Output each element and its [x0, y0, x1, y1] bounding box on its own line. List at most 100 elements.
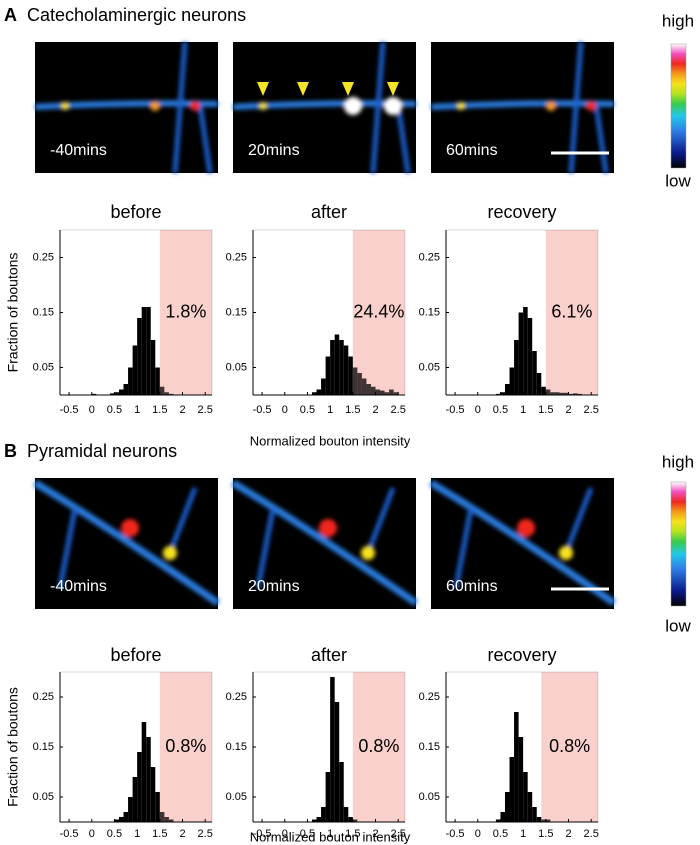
colorbar-low: low: [665, 616, 691, 635]
dendrite-path: [57, 507, 78, 589]
y-tick-label: 0.05: [419, 791, 440, 803]
bar: [141, 722, 147, 822]
y-tick-label: 0.05: [33, 361, 54, 373]
chart-title: recovery: [487, 202, 556, 222]
bar: [532, 351, 537, 395]
y-tick-label: 0.25: [226, 251, 247, 263]
bar: [518, 737, 524, 822]
bouton: [150, 101, 160, 111]
bouton: [163, 546, 177, 560]
bar: [137, 318, 142, 395]
chart-title: recovery: [487, 645, 556, 665]
dendrite: [232, 41, 417, 174]
bar: [389, 389, 394, 395]
bar: [518, 312, 524, 395]
bar: [541, 819, 546, 822]
dendrite-path: [172, 41, 188, 174]
x-tick-label: 2: [179, 404, 185, 416]
x-tick-label: 2.5: [198, 404, 213, 416]
arrowhead: [257, 82, 269, 96]
bar: [334, 334, 340, 395]
annotation: 24.4%: [353, 301, 404, 321]
bouton: [361, 546, 375, 560]
bar: [321, 807, 326, 822]
bouton: [546, 101, 556, 111]
bar: [577, 393, 583, 395]
panel-title: Pyramidal neurons: [27, 441, 177, 461]
x-tick-label: -0.5: [253, 404, 272, 416]
bar: [375, 389, 381, 395]
y-tick-label: 0.15: [226, 306, 247, 318]
dendrite: [429, 479, 616, 606]
bar: [168, 393, 174, 395]
x-axis-label: Normalized bouton intensity: [250, 829, 411, 844]
x-tick-label: 2.5: [584, 828, 599, 840]
bar: [325, 356, 331, 395]
highlight-region: [545, 230, 598, 395]
bar: [321, 378, 326, 395]
image-label: 60mins: [446, 142, 498, 159]
arrowhead: [342, 82, 354, 96]
x-axis-label: Normalized bouton intensity: [250, 433, 411, 448]
y-tick-label: 0.15: [419, 741, 440, 753]
bar: [527, 318, 533, 395]
bar: [509, 757, 515, 822]
x-tick-label: 2.5: [391, 828, 406, 840]
dendrite: [430, 41, 615, 174]
bar: [311, 392, 317, 395]
bar: [123, 812, 129, 822]
highlight-region: [541, 672, 598, 822]
bar: [541, 386, 546, 395]
bar: [114, 392, 119, 395]
dendrite: [231, 479, 418, 606]
bar: [339, 340, 344, 395]
bar: [114, 819, 119, 822]
x-tick-label: 0.5: [493, 828, 508, 840]
panel-label: A: [4, 5, 17, 25]
x-tick-label: 0: [282, 404, 288, 416]
bar: [348, 356, 353, 395]
bar: [523, 772, 528, 822]
annotation: 0.8%: [165, 736, 206, 756]
bar: [137, 752, 142, 822]
bar: [536, 373, 542, 395]
bar: [509, 367, 515, 395]
y-tick-label: 0.25: [419, 251, 440, 263]
x-tick-label: 0.5: [300, 404, 315, 416]
x-tick-label: 0: [475, 828, 481, 840]
x-tick-label: 0.5: [107, 828, 122, 840]
highlight-region: [159, 230, 212, 395]
bar: [123, 384, 129, 395]
bar: [495, 819, 501, 822]
dendrite-path: [167, 487, 198, 554]
bar: [339, 762, 344, 822]
bar: [500, 392, 505, 395]
bar: [316, 817, 322, 822]
image-label: 20mins: [248, 578, 300, 595]
bar: [109, 393, 115, 395]
bar: [550, 392, 555, 395]
bar: [330, 340, 335, 395]
bar: [325, 772, 331, 822]
x-tick-label: 1.5: [538, 828, 553, 840]
x-tick-label: 0.5: [107, 404, 122, 416]
bar: [343, 807, 349, 822]
bar: [348, 817, 353, 822]
bar: [91, 393, 97, 395]
image-label: -40mins: [50, 578, 107, 595]
bar: [132, 777, 138, 822]
x-tick-label: 2: [372, 828, 378, 840]
x-tick-label: 1.5: [152, 404, 167, 416]
x-tick-label: 2: [565, 828, 571, 840]
chart-title: after: [311, 202, 347, 222]
dendrite: [33, 479, 220, 606]
bar: [352, 819, 358, 822]
bar: [504, 792, 510, 822]
x-tick-label: -0.5: [446, 828, 465, 840]
image-label: -40mins: [50, 142, 107, 159]
bar: [514, 340, 519, 395]
bouton: [559, 546, 573, 560]
y-tick-label: 0.05: [226, 361, 247, 373]
x-tick-label: 0.5: [493, 404, 508, 416]
